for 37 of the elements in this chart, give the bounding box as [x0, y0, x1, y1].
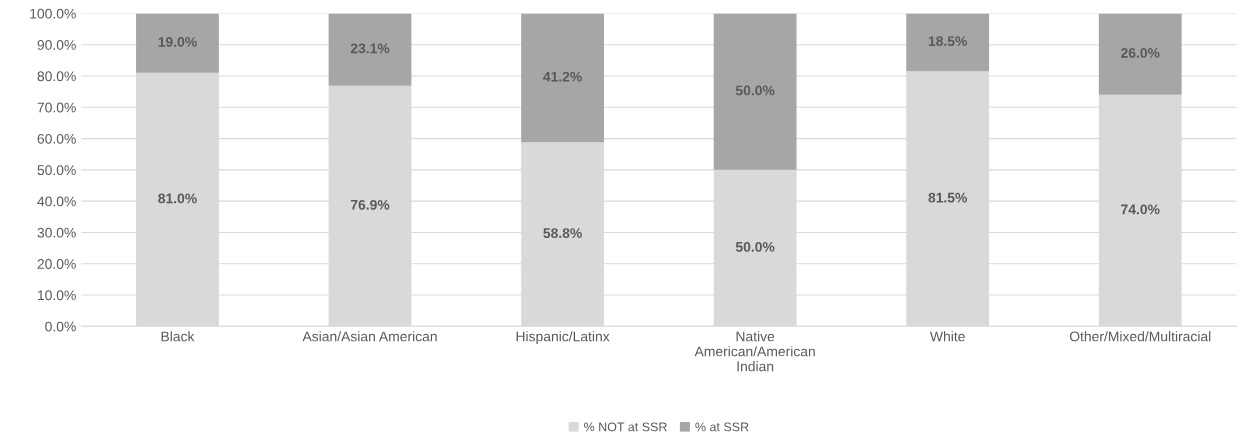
y-tick-label: 30.0%: [37, 227, 76, 238]
bar: [136, 13, 219, 73]
bar: [328, 13, 412, 86]
bar: [906, 13, 990, 72]
data-label: 50.0%: [735, 85, 775, 96]
data-label: 19.0%: [158, 37, 197, 47]
x-tick-label: Asian/Asian American: [302, 331, 437, 342]
bar: [713, 13, 797, 170]
y-tick-label: 70.0%: [37, 102, 76, 113]
y-tick-label: 90.0%: [37, 40, 76, 50]
x-tick-label: Hispanic/Latinx: [516, 331, 610, 345]
y-tick-label: 0.0%: [45, 321, 76, 332]
data-label: 81.5%: [928, 192, 967, 203]
x-tick-label: Other/Mixed/Multiracial: [1069, 331, 1211, 342]
x-tick-label: Black: [161, 331, 195, 342]
data-label: 58.8%: [543, 228, 582, 239]
data-label: 18.5%: [928, 36, 967, 47]
bar: [521, 13, 604, 143]
data-label: 23.1%: [350, 43, 390, 54]
y-tick-label: 20.0%: [37, 259, 76, 269]
y-tick-label: 60.0%: [37, 133, 76, 144]
data-label: 26.0%: [1121, 47, 1160, 58]
data-label: 50.0%: [735, 241, 775, 252]
data-label: 76.9%: [350, 199, 390, 210]
x-tick-label: White: [929, 331, 965, 342]
y-tick-label: 50.0%: [37, 165, 76, 176]
data-label: 81.0%: [158, 193, 197, 204]
legend-label: % at SSR: [695, 422, 749, 432]
y-tick-label: 80.0%: [37, 71, 76, 82]
y-tick-label: 10.0%: [38, 290, 76, 301]
y-tick-label: 100.0%: [30, 8, 76, 19]
bar: [1098, 13, 1182, 95]
data-label: 41.2%: [543, 71, 582, 82]
y-tick-label: 40.0%: [37, 196, 76, 207]
data-label: 74.0%: [1121, 204, 1160, 215]
legend-label: % NOT at SSR: [584, 422, 667, 432]
x-tick-label: Native American/American Indian: [694, 331, 815, 372]
